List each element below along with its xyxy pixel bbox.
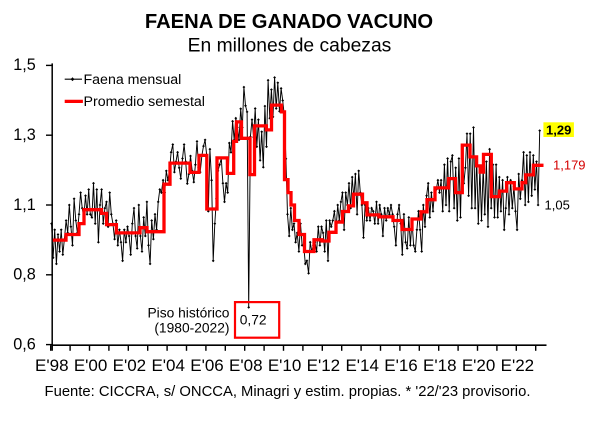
svg-text:Fuente: CICCRA, s/ ONCCA, Mina: Fuente: CICCRA, s/ ONCCA, Minagri y esti… (45, 384, 531, 400)
svg-text:1,179: 1,179 (553, 157, 586, 172)
svg-text:E'14: E'14 (345, 356, 379, 375)
svg-text:E'20: E'20 (462, 356, 496, 375)
svg-text:(1980-2022): (1980-2022) (154, 321, 229, 336)
svg-text:E'06: E'06 (190, 356, 224, 375)
svg-text:FAENA DE GANADO VACUNO: FAENA DE GANADO VACUNO (145, 11, 433, 33)
svg-text:0,6: 0,6 (13, 335, 36, 353)
svg-text:E'12: E'12 (307, 356, 341, 375)
svg-text:1,3: 1,3 (13, 126, 36, 144)
svg-text:1,05: 1,05 (545, 198, 570, 213)
svg-text:Piso histórico: Piso histórico (147, 306, 229, 321)
svg-text:0,72: 0,72 (240, 312, 267, 327)
svg-text:E'10: E'10 (268, 356, 302, 375)
svg-text:E'08: E'08 (229, 356, 263, 375)
svg-text:1,1: 1,1 (13, 196, 36, 214)
svg-text:Promedio semestal: Promedio semestal (84, 94, 205, 110)
svg-text:En millones de cabezas: En millones de cabezas (188, 35, 392, 56)
svg-text:E'22: E'22 (501, 356, 535, 375)
svg-text:0,8: 0,8 (13, 266, 36, 284)
svg-text:E'16: E'16 (384, 356, 418, 375)
svg-text:E'02: E'02 (113, 356, 147, 375)
svg-text:E'04: E'04 (151, 356, 185, 375)
svg-text:E'00: E'00 (74, 356, 108, 375)
svg-text:1,5: 1,5 (13, 56, 36, 74)
svg-text:E'18: E'18 (423, 356, 457, 375)
svg-text:E'98: E'98 (35, 356, 69, 375)
svg-text:Faena mensual: Faena mensual (84, 72, 182, 88)
svg-text:1,29: 1,29 (546, 123, 571, 138)
